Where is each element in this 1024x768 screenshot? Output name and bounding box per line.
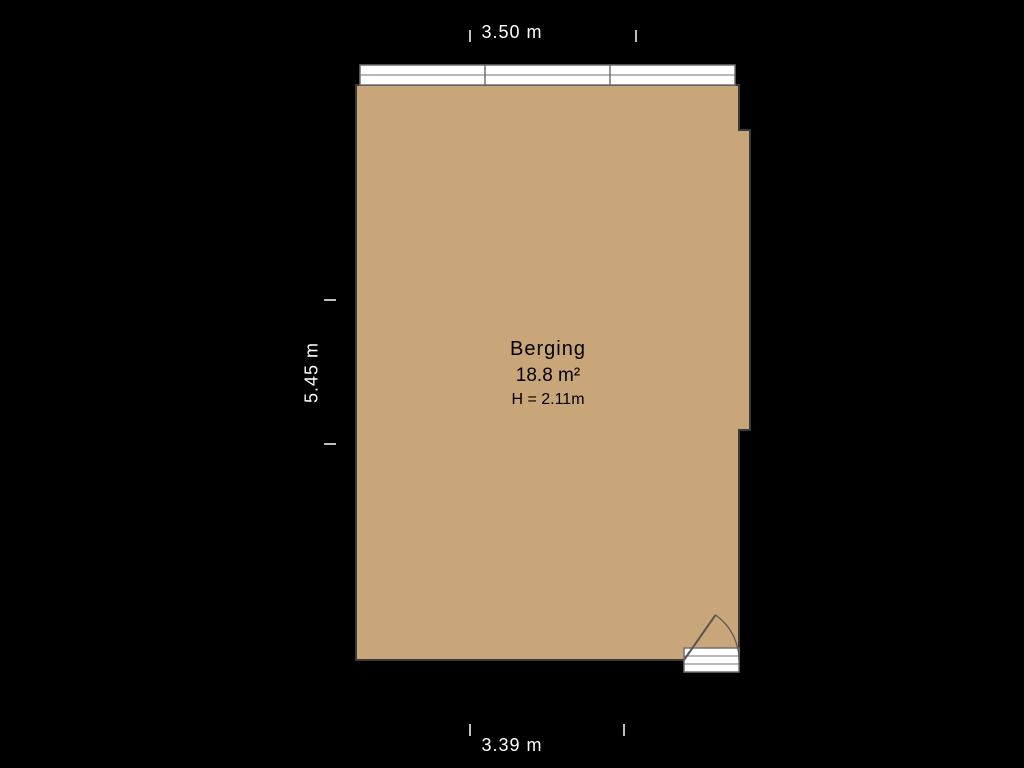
dimension-left: 5.45 m xyxy=(302,333,323,413)
window-top xyxy=(360,65,735,85)
floorplan-canvas: 3.50 m 3.39 m 5.45 m Berging 18.8 m² H =… xyxy=(0,0,1024,768)
room-name: Berging xyxy=(468,336,628,363)
dimension-bottom: 3.39 m xyxy=(0,735,1024,756)
room-label-block: Berging 18.8 m² H = 2.11m xyxy=(468,336,628,410)
dimension-top: 3.50 m xyxy=(0,22,1024,43)
room-area: 18.8 m² xyxy=(468,363,628,389)
room-height: H = 2.11m xyxy=(468,389,628,411)
